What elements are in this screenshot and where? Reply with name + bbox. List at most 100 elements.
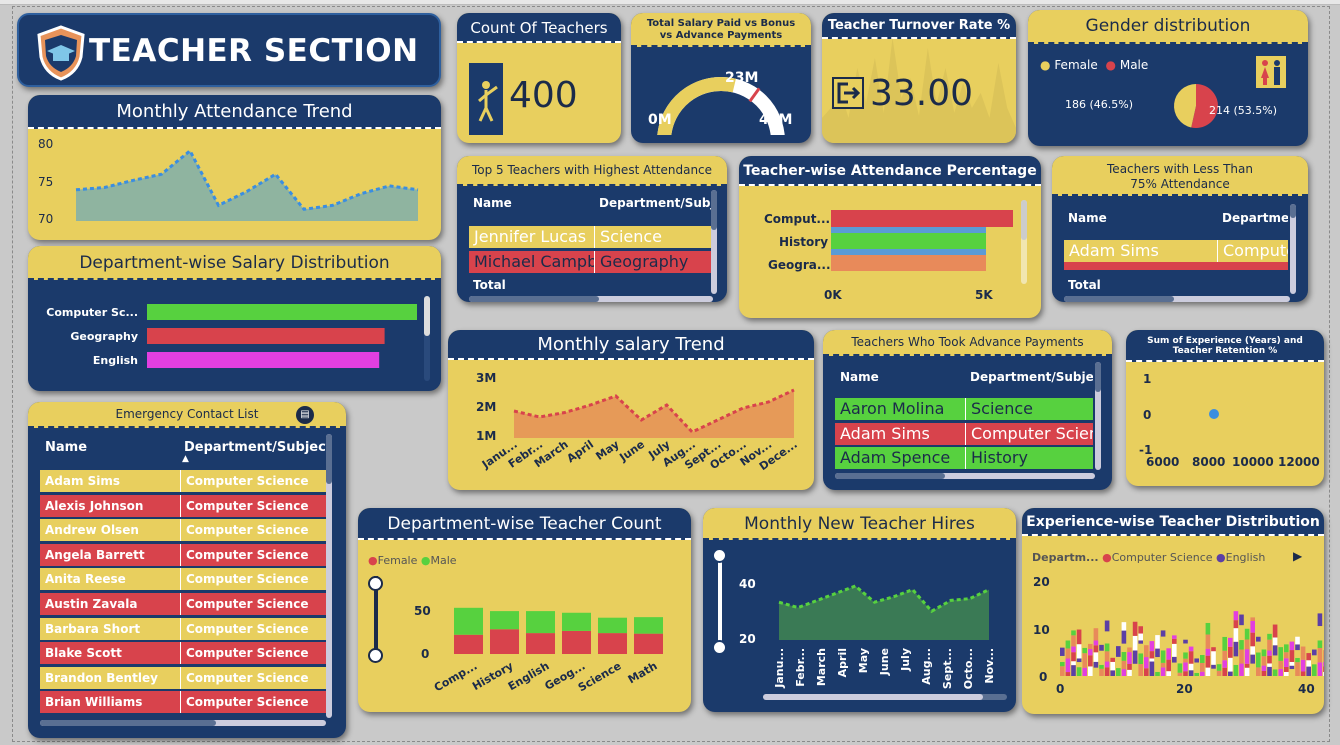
emergency-header-name[interactable]: Name bbox=[45, 440, 88, 455]
histogram-segment bbox=[1127, 663, 1132, 670]
advance-vscroll[interactable] bbox=[1095, 362, 1101, 470]
emergency-hscroll[interactable] bbox=[40, 720, 326, 726]
histogram-segment bbox=[1144, 645, 1149, 658]
histogram-segment bbox=[1121, 669, 1127, 676]
histogram-segment bbox=[1239, 663, 1244, 676]
histogram-segment bbox=[1121, 651, 1127, 661]
top5-header-dept[interactable]: Department/Subj bbox=[599, 196, 711, 210]
cell-name: Barbara Short bbox=[45, 621, 141, 636]
lt75-hscroll[interactable] bbox=[1064, 296, 1290, 302]
histogram-segment bbox=[1312, 655, 1317, 665]
bar-female bbox=[454, 634, 483, 654]
nh-ytick-40: 40 bbox=[739, 577, 756, 591]
histogram-segment bbox=[1183, 643, 1188, 653]
tatt-vscroll[interactable] bbox=[1021, 200, 1027, 284]
table-row[interactable]: Michael CampbellGeography bbox=[469, 251, 711, 273]
table-row[interactable]: Andrew Olsen Computer Science bbox=[40, 519, 326, 542]
top5-header-name[interactable]: Name bbox=[473, 196, 512, 210]
attendance-trend-chart bbox=[75, 148, 419, 221]
emergency-header-dept[interactable]: Department/Subject bbox=[184, 440, 333, 455]
histogram-segment bbox=[1233, 664, 1239, 676]
histogram-segment bbox=[1188, 663, 1194, 671]
table-row[interactable]: Austin Zavala Computer Science bbox=[40, 593, 326, 615]
tatt-cat-1: History bbox=[779, 235, 829, 249]
dc-ytick-0: 0 bbox=[421, 647, 430, 661]
top5-vscroll[interactable] bbox=[711, 190, 717, 294]
month-label: May bbox=[593, 438, 621, 463]
histogram-segment bbox=[1244, 628, 1250, 640]
table-row[interactable]: Brandon Bentley Computer Science bbox=[40, 666, 326, 689]
advance-header-dept[interactable]: Department/Subjec bbox=[970, 370, 1093, 384]
histogram-segment bbox=[1312, 664, 1317, 676]
histogram-segment bbox=[1082, 667, 1087, 676]
histogram-segment bbox=[1071, 635, 1076, 647]
dept-salary-scrollbar[interactable] bbox=[424, 296, 430, 381]
histogram-segment bbox=[1065, 658, 1071, 673]
lt75-header-dept[interactable]: Departme bbox=[1222, 211, 1288, 225]
export-icon[interactable]: ▤ bbox=[296, 406, 314, 424]
legend-female: Female bbox=[1054, 58, 1098, 72]
histogram-segment bbox=[1323, 671, 1324, 676]
table-row[interactable]: Blake Scott Computer Science bbox=[40, 642, 326, 665]
histogram-segment bbox=[1132, 635, 1138, 651]
table-row[interactable]: Aaron Molina Science bbox=[835, 398, 1093, 420]
lt75-header-name[interactable]: Name bbox=[1068, 211, 1107, 225]
tatt-cat-0: Comput... bbox=[764, 212, 831, 226]
histogram-segment bbox=[1121, 660, 1127, 670]
table-row[interactable]: Adam Spence History bbox=[835, 447, 1093, 469]
table-row[interactable]: Jennifer Lucas Science bbox=[469, 226, 711, 248]
histogram-segment bbox=[1244, 649, 1250, 664]
emergency-card: Emergency Contact List ▤ Name Department… bbox=[28, 402, 346, 738]
month-label: Janu... bbox=[773, 648, 786, 689]
histogram-segment bbox=[1244, 620, 1250, 629]
dc-slider-handle-top[interactable] bbox=[368, 576, 383, 591]
histogram-segment bbox=[1149, 661, 1155, 676]
sort-ascending-icon[interactable]: ▲ bbox=[182, 454, 189, 464]
table-row[interactable]: Brian Williams Computer Science bbox=[40, 691, 326, 714]
advance-hscroll[interactable] bbox=[835, 473, 1095, 479]
histogram-segment bbox=[1104, 643, 1110, 652]
dc-slider-handle-bottom[interactable] bbox=[368, 648, 383, 663]
top5-hscroll[interactable] bbox=[469, 296, 713, 302]
table-row[interactable]: Alexis Johnson Computer Science bbox=[40, 494, 326, 517]
advance-header-name[interactable]: Name bbox=[840, 370, 879, 384]
nh-range-slider[interactable] bbox=[718, 554, 722, 650]
legend-male: Male bbox=[430, 554, 457, 567]
advance-card: Teachers Who Took Advance Payments Name … bbox=[823, 330, 1112, 490]
table-row[interactable]: Barbara Short Computer Science bbox=[40, 617, 326, 640]
dept-count-card: Department-wise Teacher Count ●Female ●M… bbox=[358, 508, 691, 712]
table-row[interactable]: Angela Barrett Computer Science bbox=[40, 543, 326, 566]
ed-ytick-0: 0 bbox=[1039, 670, 1048, 684]
table-row[interactable]: Adam Sims Computer bbox=[1064, 240, 1288, 262]
histogram-segment bbox=[1306, 666, 1311, 676]
month-label: April bbox=[836, 648, 849, 677]
table-row[interactable]: Adam Sims Computer Science bbox=[40, 470, 326, 492]
attendance-line bbox=[75, 148, 419, 211]
dc-range-slider[interactable] bbox=[374, 576, 378, 656]
cell-dept: Computer Science bbox=[180, 519, 326, 542]
nh-slider-handle-bottom[interactable] bbox=[712, 640, 727, 655]
histogram-segment bbox=[1205, 622, 1211, 635]
histogram-segment bbox=[1295, 662, 1300, 676]
histogram-segment bbox=[1127, 669, 1132, 676]
histogram-segment bbox=[1306, 660, 1311, 667]
month-label: May bbox=[857, 648, 870, 673]
histogram-segment bbox=[1093, 645, 1099, 653]
table-row[interactable]: Anita Reese Computer Science bbox=[40, 568, 326, 591]
emergency-vscroll[interactable] bbox=[326, 434, 332, 718]
table-row[interactable]: Adam Sims Computer Science bbox=[835, 423, 1093, 445]
category-label: English bbox=[506, 659, 552, 693]
histogram-segment bbox=[1060, 647, 1065, 656]
histogram-segment bbox=[1317, 640, 1323, 648]
legend-next-icon[interactable]: ▶ bbox=[1293, 549, 1303, 563]
nh-hscroll[interactable] bbox=[763, 694, 1007, 700]
exp-dist-card: Experience-wise Teacher Distribution Dep… bbox=[1022, 508, 1324, 714]
nh-slider-handle-top[interactable] bbox=[712, 548, 727, 563]
female-label: 186 (46.5%) bbox=[1065, 98, 1134, 111]
histogram-segment bbox=[1116, 656, 1121, 669]
cell-dept: Computer Science bbox=[180, 642, 326, 665]
histogram-segment bbox=[1205, 667, 1211, 676]
gauge-min: 0M bbox=[648, 112, 672, 128]
lt75-vscroll[interactable] bbox=[1290, 204, 1296, 294]
histogram-segment bbox=[1172, 662, 1177, 676]
